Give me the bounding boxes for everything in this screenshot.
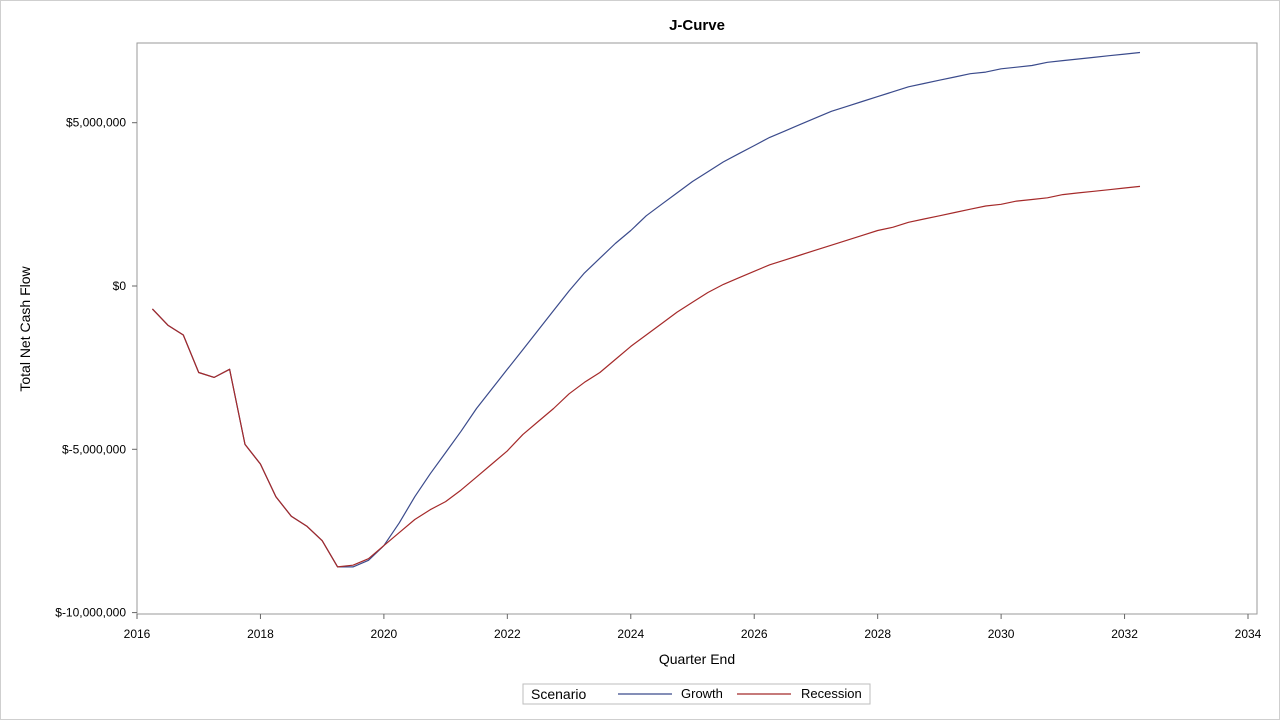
y-tick-label: $0	[113, 279, 127, 293]
x-tick-label: 2030	[988, 627, 1015, 641]
x-tick-label: 2026	[741, 627, 768, 641]
y-tick-label: $-10,000,000	[55, 606, 126, 620]
legend-label-recession: Recession	[801, 686, 862, 701]
y-axis-label: Total Net Cash Flow	[17, 265, 33, 391]
x-tick-label: 2016	[124, 627, 151, 641]
x-tick-label: 2024	[617, 627, 644, 641]
series-line-recession	[151, 185, 1141, 568]
legend-label-growth: Growth	[681, 686, 723, 701]
x-tick-label: 2032	[1111, 627, 1138, 641]
series-layer	[151, 51, 1141, 568]
legend-title: Scenario	[531, 686, 586, 702]
x-tick-label: 2034	[1235, 627, 1262, 641]
x-tick-label: 2028	[864, 627, 891, 641]
y-tick-label: $-5,000,000	[62, 442, 126, 456]
x-axis: 2016 2018 2020 2022 2024 2026 2028 2030 2032 2034	[124, 614, 1262, 641]
chart-title: J-Curve	[669, 17, 725, 34]
legend: Scenario Growth Recession	[522, 683, 871, 705]
x-axis-label: Quarter End	[659, 651, 735, 667]
y-axis: $-10,000,000 $-5,000,000 $0 $5,000,000	[55, 116, 137, 620]
legend-box	[522, 683, 871, 705]
x-tick-label: 2022	[494, 627, 521, 641]
plot-area	[136, 42, 1258, 615]
x-tick-label: 2020	[371, 627, 398, 641]
x-tick-label: 2018	[247, 627, 274, 641]
series-line-growth	[151, 51, 1141, 568]
y-tick-label: $5,000,000	[66, 116, 126, 130]
